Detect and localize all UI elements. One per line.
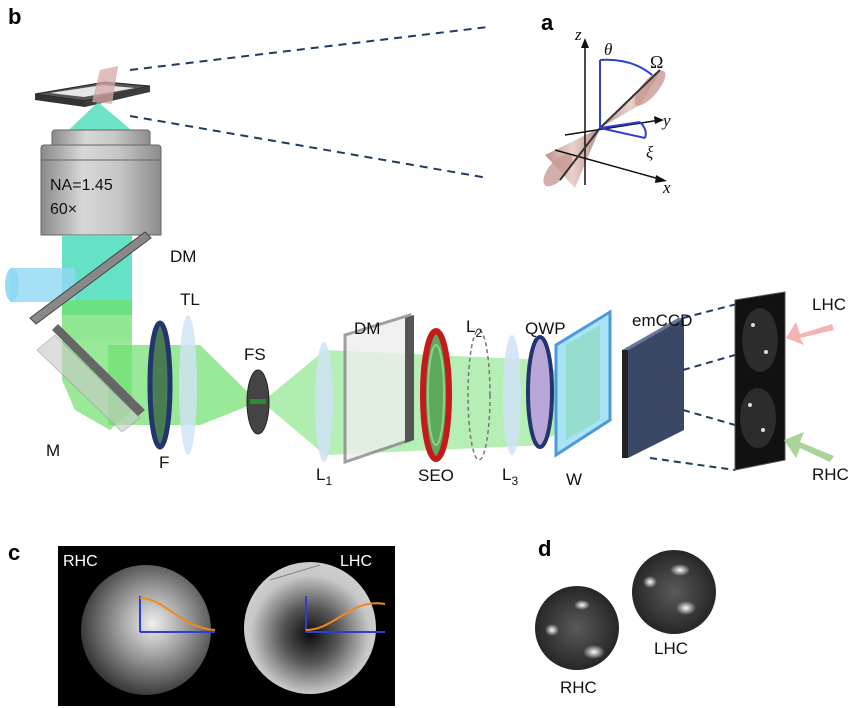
panel-label-c: c [8, 540, 20, 565]
detector-image [734, 291, 786, 471]
panel-label-d: d [538, 536, 551, 561]
panel-c-lhc-label: LHC [340, 553, 372, 570]
wollaston-prism [554, 309, 612, 458]
label-seo: SEO [418, 466, 454, 485]
lens-l1 [315, 342, 333, 462]
label-dm-mid: DM [354, 319, 380, 338]
panel-c-images: RHC LHC [58, 546, 395, 706]
label-dm-top: DM [170, 247, 196, 266]
objective-magnification: 60× [50, 201, 77, 218]
panel-label-a: a [541, 10, 554, 35]
panel-label-b: b [8, 4, 21, 29]
axis-y-label: y [661, 111, 671, 130]
label-l3: L3 [502, 465, 518, 488]
objective-lens: NA=1.45 60× [40, 129, 162, 236]
omega-label: Ω [650, 52, 663, 72]
orientation-axes-diagram: z y x θ Ω ξ [543, 25, 671, 197]
label-w: W [566, 470, 582, 489]
label-tl: TL [180, 290, 200, 309]
objective-na: NA=1.45 [50, 177, 113, 194]
label-fs: FS [244, 345, 266, 364]
panel-d-images: LHC RHC [535, 550, 716, 697]
rhc-arrow [784, 432, 834, 462]
label-qwp: QWP [525, 319, 566, 338]
filter-f [147, 320, 173, 450]
axis-x-label: x [662, 178, 671, 197]
label-f: F [159, 453, 169, 472]
focus-to-fs [200, 345, 258, 425]
lens-l3 [503, 335, 521, 455]
lhc-arrow [786, 322, 834, 345]
label-lhc-arrow: LHC [812, 295, 846, 314]
label-rhc-arrow: RHC [812, 465, 849, 484]
theta-label: θ [604, 40, 612, 59]
panel-d-rhc-label: RHC [560, 678, 597, 697]
panel-c-rhc-label: RHC [63, 553, 98, 570]
label-l2: L2 [466, 317, 482, 340]
tube-lens [179, 315, 197, 455]
lens-l2 [467, 329, 491, 461]
mirror-m [36, 324, 145, 433]
label-l1: L1 [316, 465, 332, 488]
axis-z-label: z [574, 25, 582, 44]
seo-plate [420, 328, 452, 462]
panel-d-lhc-label: LHC [654, 639, 688, 658]
dipole-cone-small [92, 66, 118, 104]
zoom-dashed-lines [129, 26, 489, 179]
xi-label: ξ [646, 143, 654, 162]
dichroic-mirror-top [29, 231, 152, 325]
dichroic-mirror-mid [343, 312, 414, 465]
label-m: M [46, 441, 60, 460]
emccd-camera [622, 318, 684, 458]
label-emccd: emCCD [632, 311, 692, 330]
sample-slide [34, 66, 151, 107]
quarter-wave-plate [526, 335, 554, 449]
excitation-beam [10, 268, 75, 302]
